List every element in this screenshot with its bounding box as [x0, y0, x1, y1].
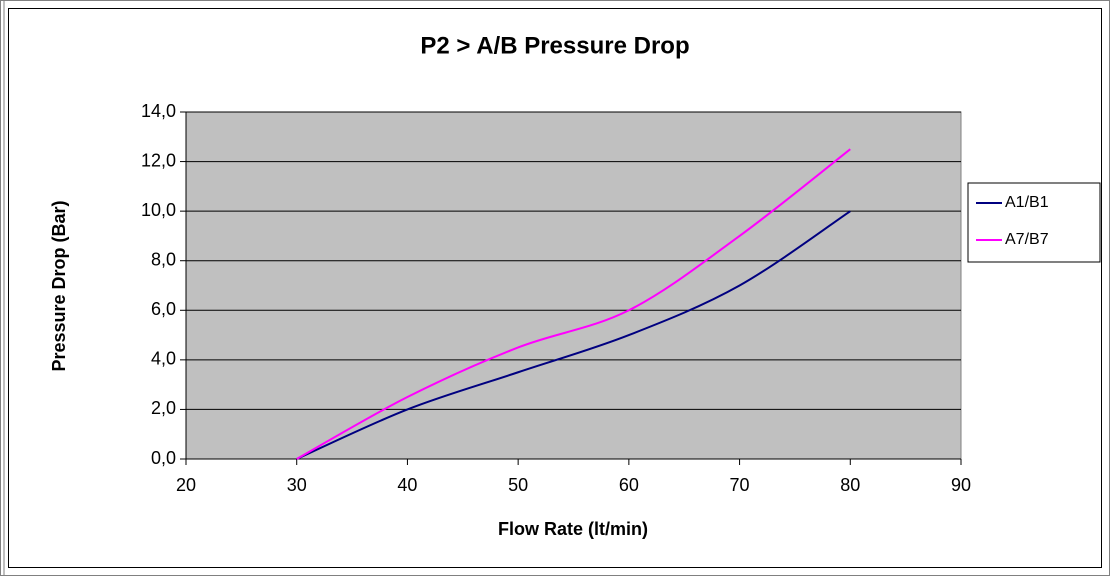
legend-box	[967, 182, 1101, 263]
y-tick-label: 6,0	[151, 299, 176, 319]
chart-title: P2 > A/B Pressure Drop	[420, 32, 689, 59]
y-tick-label: 14,0	[141, 101, 176, 121]
series-line	[296, 148, 851, 460]
y-tick-label: 2,0	[151, 398, 176, 418]
x-tick-label: 80	[840, 475, 860, 495]
y-tick-label: 8,0	[151, 249, 176, 269]
x-axis-label: Flow Rate (lt/min)	[498, 519, 648, 539]
legend-label: A7/B7	[1005, 231, 1049, 248]
y-tick-label: 10,0	[141, 200, 176, 220]
y-tick-label: 0,0	[151, 448, 176, 468]
x-tick-label: 70	[730, 475, 750, 495]
plot-area	[185, 111, 962, 460]
x-tick-label: 50	[508, 475, 528, 495]
y-axis-label: Pressure Drop (Bar)	[49, 200, 69, 371]
y-tick-label: 4,0	[151, 349, 176, 369]
x-tick-label: 30	[287, 475, 307, 495]
series-line	[296, 210, 851, 460]
x-tick-label: 60	[619, 475, 639, 495]
y-tick-label: 12,0	[141, 150, 176, 170]
x-tick-label: 90	[951, 475, 971, 495]
x-tick-label: 40	[397, 475, 417, 495]
x-tick-label: 20	[176, 475, 196, 495]
legend-label: A1/B1	[1005, 194, 1049, 211]
